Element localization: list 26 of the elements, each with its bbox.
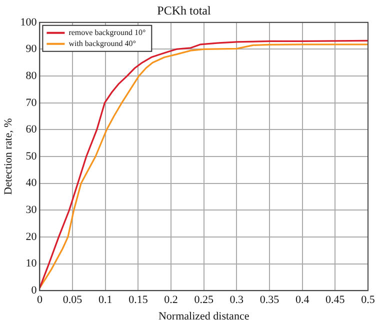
- x-tick-label: 0.5: [361, 294, 376, 306]
- x-tick-label: 0.25: [194, 294, 214, 306]
- y-tick-label: 60: [26, 124, 38, 136]
- y-tick-label: 0: [31, 284, 38, 296]
- y-tick-label: 90: [26, 43, 38, 56]
- x-tick-label: 0.1: [98, 294, 112, 306]
- y-tick-label: 80: [26, 70, 38, 82]
- y-tick-label: 20: [26, 230, 38, 243]
- x-tick-label: 0.05: [62, 294, 83, 306]
- x-tick-label: 0.3: [230, 294, 244, 306]
- x-axis-title: Normalized distance: [158, 310, 250, 322]
- x-tick-label: 0.45: [326, 294, 346, 306]
- y-tick-label: 40: [26, 177, 38, 190]
- y-tick-label: 50: [26, 150, 38, 162]
- x-tick-label: 0.2: [164, 294, 178, 306]
- legend-label: remove background 10°: [68, 28, 146, 37]
- x-tick-label: 0.4: [295, 294, 310, 306]
- y-tick-label: 70: [26, 96, 38, 109]
- legend-label: with background 40°: [68, 38, 136, 48]
- y-tick-label: 100: [20, 16, 38, 28]
- y-tick-label: 30: [26, 204, 38, 216]
- chart-title: PCKh total: [157, 3, 212, 18]
- x-tick-label: 0.35: [260, 294, 280, 306]
- y-tick-label: 10: [26, 258, 38, 270]
- x-tick-label: 0.15: [128, 294, 148, 306]
- y-axis-title: Detection rate, %: [2, 118, 14, 195]
